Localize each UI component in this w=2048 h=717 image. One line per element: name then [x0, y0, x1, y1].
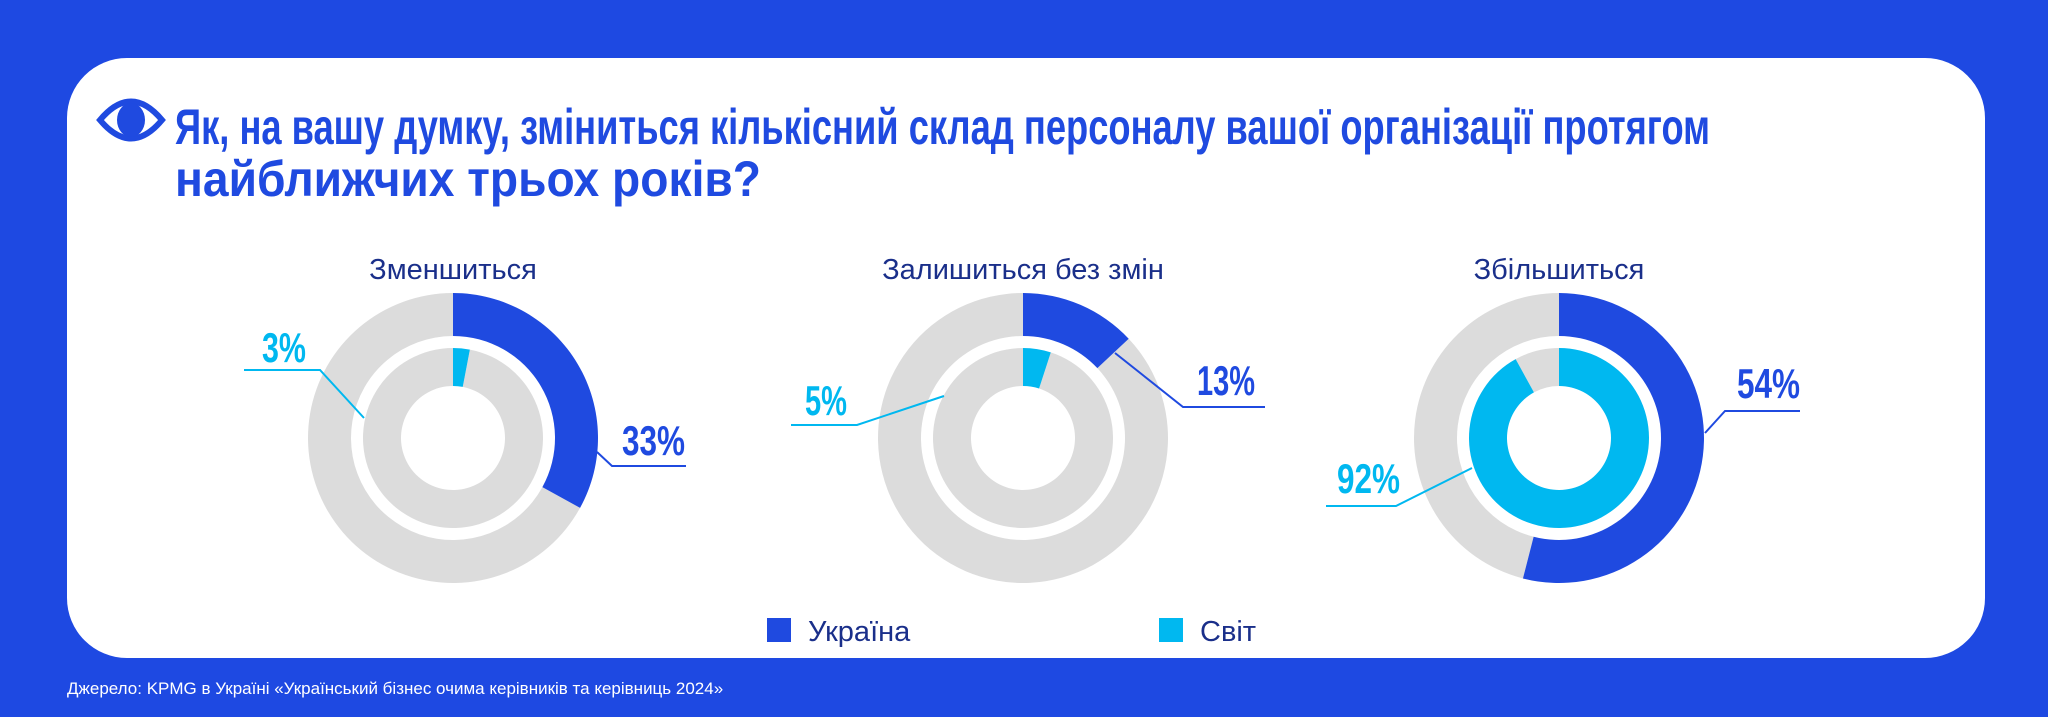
data-label-ukraine: 33%: [622, 417, 685, 464]
outer-ring-remainder: [307, 293, 581, 584]
data-label-world: 3%: [262, 324, 306, 371]
category-label: Залишиться без змін: [882, 254, 1164, 286]
slice-world: [1023, 348, 1051, 389]
title-line-2: найближчих трьох років?: [175, 151, 761, 207]
inner-ring-remainder: [1515, 348, 1559, 393]
slice-ukraine: [1023, 293, 1129, 369]
data-label-world: 5%: [805, 377, 847, 424]
donut-chart: Збільшиться 54% 92%: [1326, 254, 1800, 583]
leader-line-ukraine: [596, 451, 686, 467]
inner-ring-remainder: [363, 348, 543, 528]
donut-chart: Залишиться без змін 13% 5%: [791, 254, 1265, 584]
category-label: Збільшиться: [1474, 254, 1645, 286]
donut-chart: Зменшиться 33% 3%: [244, 254, 686, 584]
legend-swatch-world: [1159, 618, 1183, 642]
data-label-ukraine: 13%: [1197, 357, 1255, 404]
data-label-ukraine: 54%: [1737, 360, 1800, 407]
legend-label-world: Світ: [1200, 616, 1256, 648]
category-label: Зменшиться: [369, 254, 537, 286]
legend-swatch-ukraine: [767, 618, 791, 642]
leader-line-world: [1326, 467, 1473, 507]
outer-ring-remainder: [1413, 293, 1559, 579]
data-label-world: 92%: [1337, 455, 1400, 502]
inner-ring-remainder: [933, 348, 1114, 528]
source-note: Джерело: KPMG в Україні «Український біз…: [67, 679, 723, 698]
slice-ukraine: [1522, 293, 1704, 583]
leader-line-world: [244, 369, 365, 419]
legend-label-ukraine: Україна: [808, 616, 911, 648]
slice-world: [1468, 348, 1649, 528]
outer-ring-remainder: [878, 293, 1168, 584]
slice-world: [453, 348, 470, 387]
eye-icon: [96, 98, 166, 142]
leader-line-ukraine: [1114, 352, 1265, 408]
leader-line-world: [791, 395, 945, 426]
leader-line-ukraine: [1704, 410, 1800, 434]
slice-ukraine: [453, 293, 598, 508]
title-line-1: Як, на вашу думку, зміниться кількісний …: [175, 99, 1710, 155]
